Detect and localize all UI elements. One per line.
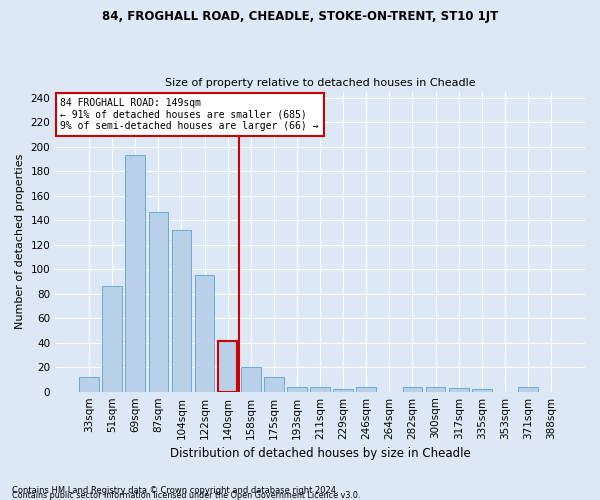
Bar (403, 387, 422, 392)
Bar (125, 156, 145, 392)
Bar (310, 387, 330, 392)
Bar (195, 276, 214, 392)
Text: 84 FROGHALL ROAD: 149sqm
← 91% of detached houses are smaller (685)
9% of semi-d: 84 FROGHALL ROAD: 149sqm ← 91% of detach… (61, 98, 319, 131)
Bar (449, 388, 469, 392)
Bar (149, 212, 168, 392)
Bar (218, 342, 238, 392)
Y-axis label: Number of detached properties: Number of detached properties (15, 154, 25, 330)
X-axis label: Distribution of detached houses by size in Cheadle: Distribution of detached houses by size … (170, 447, 470, 460)
Bar (264, 377, 284, 392)
Text: 84, FROGHALL ROAD, CHEADLE, STOKE-ON-TRENT, ST10 1JT: 84, FROGHALL ROAD, CHEADLE, STOKE-ON-TRE… (102, 10, 498, 23)
Bar (103, 286, 122, 392)
Bar (287, 387, 307, 392)
Text: Contains HM Land Registry data © Crown copyright and database right 2024.: Contains HM Land Registry data © Crown c… (12, 486, 338, 495)
Bar (218, 342, 238, 392)
Bar (356, 387, 376, 392)
Bar (518, 387, 538, 392)
Bar (426, 387, 445, 392)
Text: Contains public sector information licensed under the Open Government Licence v3: Contains public sector information licen… (12, 491, 361, 500)
Bar (334, 389, 353, 392)
Title: Size of property relative to detached houses in Cheadle: Size of property relative to detached ho… (165, 78, 475, 88)
Bar (172, 230, 191, 392)
Bar (472, 389, 491, 392)
Bar (79, 377, 99, 392)
Bar (241, 367, 260, 392)
